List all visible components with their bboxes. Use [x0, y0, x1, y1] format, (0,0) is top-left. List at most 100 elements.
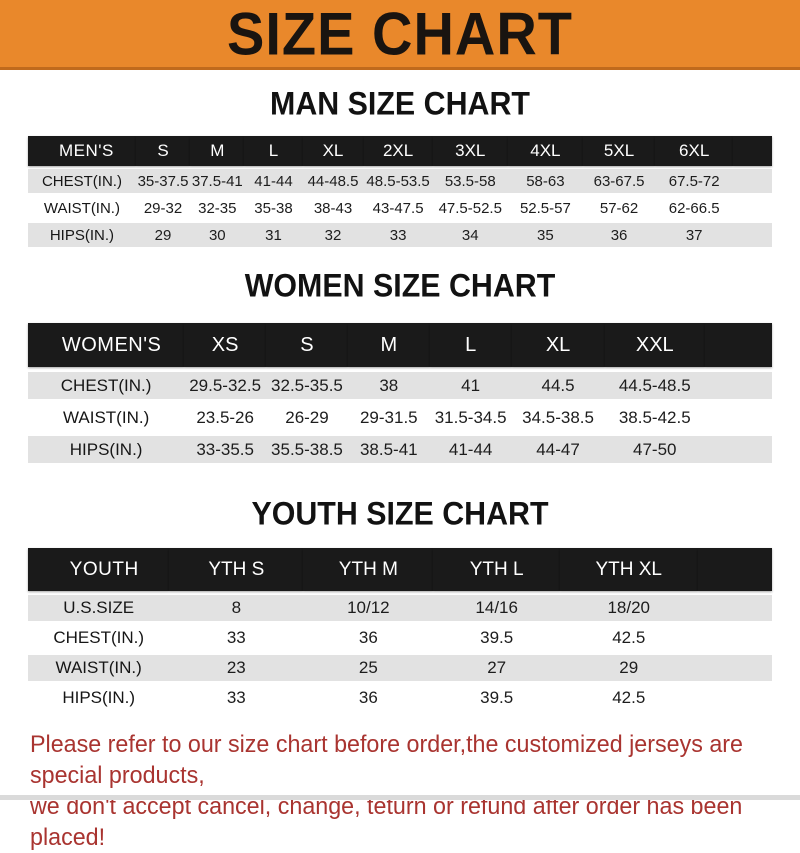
size-value: 52.5-57 — [507, 196, 583, 220]
size-value: 36 — [582, 223, 656, 247]
column-header: S — [266, 323, 348, 367]
row-spacer — [697, 595, 772, 621]
row-label: CHEST(IN.) — [28, 625, 170, 651]
row-spacer — [733, 223, 772, 247]
disclaimer-note: Please refer to our size chart before or… — [30, 729, 777, 853]
size-value: 29 — [135, 223, 191, 247]
size-value: 14/16 — [433, 595, 560, 621]
disclaimer-line-2: we don't accept cancel, change, teturn o… — [30, 793, 743, 851]
size-value: 25 — [303, 655, 434, 681]
row-label: WAIST(IN.) — [28, 196, 136, 220]
youth-table-header-row: YOUTH YTH S YTH M YTH L YTH XL — [28, 548, 772, 591]
table-corner-label: YOUTH — [28, 548, 170, 591]
table-row: CHEST(IN.) 35-37.5 37.5-41 41-44 44-48.5… — [28, 169, 772, 193]
size-value: 48.5-53.5 — [363, 169, 433, 193]
row-spacer — [704, 436, 772, 463]
table-row: HIPS(IN.) 33-35.5 35.5-38.5 38.5-41 41-4… — [28, 436, 772, 463]
size-value: 33-35.5 — [184, 436, 267, 463]
men-table-header-row: MEN'S S M L XL 2XL 3XL 4XL 5XL 6XL — [28, 136, 772, 166]
size-value: 42.5 — [559, 625, 698, 651]
size-value: 62-66.5 — [655, 196, 734, 220]
size-value: 32 — [302, 223, 364, 247]
table-row: WAIST(IN.) 23.5-26 26-29 29-31.5 31.5-34… — [28, 404, 772, 431]
size-value: 35.5-38.5 — [266, 436, 348, 463]
column-header: YTH S — [169, 548, 304, 591]
column-header: 2XL — [363, 136, 433, 166]
page-title: SIZE CHART — [227, 0, 573, 67]
size-value: 39.5 — [433, 685, 560, 711]
size-value: 10/12 — [303, 595, 434, 621]
size-value: 29-31.5 — [347, 404, 430, 431]
row-spacer — [704, 404, 772, 431]
youth-section-heading: YOUTH SIZE CHART — [251, 495, 549, 532]
size-value: 57-62 — [582, 196, 656, 220]
size-value: 44.5-48.5 — [604, 372, 705, 399]
row-spacer — [704, 372, 772, 399]
row-label: WAIST(IN.) — [28, 655, 170, 681]
size-value: 37.5-41 — [190, 169, 245, 193]
size-value: 36 — [303, 685, 434, 711]
size-value: 30 — [190, 223, 245, 247]
header-spacer — [697, 548, 772, 591]
column-header: L — [429, 323, 512, 367]
size-value: 35-38 — [244, 196, 303, 220]
column-header: XL — [511, 323, 605, 367]
size-value: 31 — [244, 223, 303, 247]
size-value: 41-44 — [244, 169, 303, 193]
row-spacer — [733, 196, 772, 220]
size-value: 33 — [363, 223, 433, 247]
table-corner-label: WOMEN'S — [28, 323, 185, 367]
size-value: 53.5-58 — [432, 169, 508, 193]
table-row: HIPS(IN.) 33 36 39.5 42.5 — [28, 685, 772, 711]
row-spacer — [733, 169, 772, 193]
size-value: 44-48.5 — [302, 169, 364, 193]
row-spacer — [697, 685, 772, 711]
size-value: 29-32 — [135, 196, 191, 220]
row-spacer — [697, 655, 772, 681]
column-header: M — [190, 136, 245, 166]
size-value: 41-44 — [429, 436, 512, 463]
column-header: 3XL — [432, 136, 508, 166]
size-value: 35-37.5 — [135, 169, 191, 193]
men-size-table: MEN'S S M L XL 2XL 3XL 4XL 5XL 6XL CHEST… — [28, 133, 772, 250]
column-header: YTH L — [433, 548, 560, 591]
column-header: YTH M — [303, 548, 434, 591]
size-value: 38 — [347, 372, 430, 399]
column-header: 6XL — [655, 136, 734, 166]
row-spacer — [697, 625, 772, 651]
size-chart-banner: SIZE CHART — [0, 0, 800, 70]
size-value: 29 — [559, 655, 698, 681]
bottom-edge-strip — [0, 795, 800, 800]
size-value: 32-35 — [190, 196, 245, 220]
table-row: WAIST(IN.) 29-32 32-35 35-38 38-43 43-47… — [28, 196, 772, 220]
header-spacer — [704, 323, 772, 367]
row-label: CHEST(IN.) — [28, 169, 136, 193]
disclaimer-line-1: Please refer to our size chart before or… — [30, 731, 743, 789]
row-label: HIPS(IN.) — [28, 685, 170, 711]
men-section-heading: MAN SIZE CHART — [270, 85, 530, 122]
women-table-header-row: WOMEN'S XS S M L XL XXL — [28, 323, 772, 367]
size-value: 36 — [303, 625, 434, 651]
youth-size-table: YOUTH YTH S YTH M YTH L YTH XL U.S.SIZE … — [28, 544, 772, 715]
table-row: HIPS(IN.) 29 30 31 32 33 34 35 36 37 — [28, 223, 772, 247]
column-header: 4XL — [507, 136, 583, 166]
column-header: XS — [184, 323, 267, 367]
size-value: 23 — [169, 655, 304, 681]
size-value: 43-47.5 — [363, 196, 433, 220]
row-label: U.S.SIZE — [28, 595, 170, 621]
size-value: 44-47 — [511, 436, 605, 463]
column-header: XL — [302, 136, 364, 166]
row-label: HIPS(IN.) — [28, 436, 185, 463]
women-size-table: WOMEN'S XS S M L XL XXL CHEST(IN.) 29.5-… — [28, 318, 772, 468]
size-value: 29.5-32.5 — [184, 372, 267, 399]
size-value: 23.5-26 — [184, 404, 267, 431]
size-value: 37 — [655, 223, 734, 247]
size-value: 44.5 — [511, 372, 605, 399]
size-value: 38-43 — [302, 196, 364, 220]
size-value: 67.5-72 — [655, 169, 734, 193]
size-value: 34 — [432, 223, 508, 247]
size-value: 47.5-52.5 — [432, 196, 508, 220]
header-spacer — [733, 136, 772, 166]
size-value: 35 — [507, 223, 583, 247]
